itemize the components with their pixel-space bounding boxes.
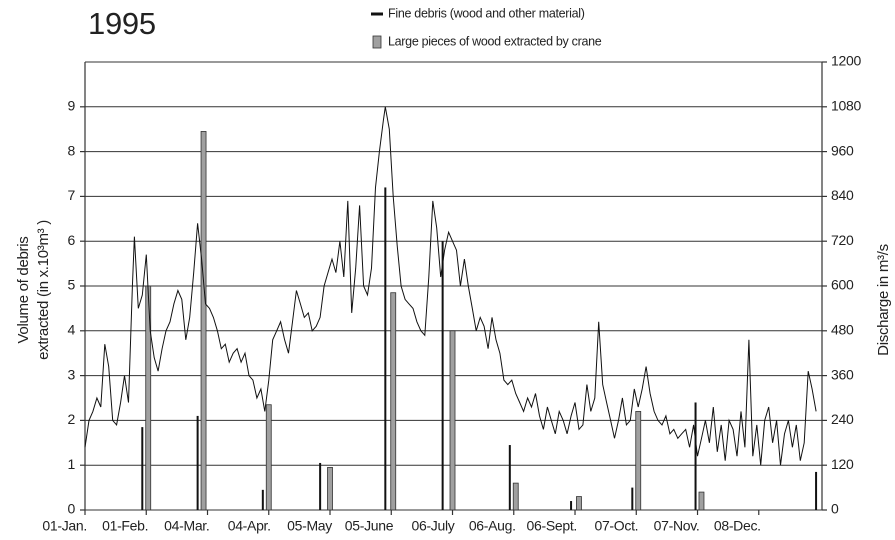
y2-tick-label: 960 (831, 142, 854, 158)
y-tick-label: 1 (68, 456, 76, 472)
bar (694, 402, 697, 510)
y-tick-label: 8 (68, 142, 76, 158)
x-tick-label: 06-Sept. (526, 518, 577, 534)
y-tick-label: 5 (68, 277, 76, 293)
y-tick-label: 7 (68, 187, 76, 203)
y2-tick-label: 120 (831, 456, 854, 472)
discharge-line (84, 106, 817, 466)
bar (570, 501, 573, 510)
legend-label: Large pieces of wood extracted by crane (388, 34, 602, 48)
bar (508, 445, 511, 510)
y-tick-label: 4 (68, 322, 76, 338)
x-tick-label: 05-May (287, 518, 332, 534)
bar (200, 131, 207, 511)
legend-label: Fine debris (wood and other material) (388, 6, 585, 20)
y2-tick-label: 1200 (831, 53, 861, 69)
x-tick-label: 06-Aug. (469, 518, 516, 534)
y-tick-label: 2 (68, 411, 76, 427)
x-tick-label: 01-Feb. (102, 518, 148, 534)
legend-swatch (371, 12, 383, 16)
y-axis-label: Volume of debris (15, 237, 32, 344)
bar (196, 415, 199, 510)
bar (384, 187, 387, 510)
x-tick-label: 04-Apr. (228, 518, 271, 534)
bar (631, 487, 634, 510)
x-tick-label: 05-June (345, 518, 394, 534)
chart-title: 1995 (88, 6, 156, 41)
y2-tick-label: 240 (831, 411, 854, 427)
y2-tick-label: 360 (831, 366, 854, 382)
y2-tick-label: 480 (831, 322, 854, 338)
bar (635, 411, 642, 511)
x-tick-label: 08-Dec. (714, 518, 761, 534)
bar (390, 292, 397, 511)
y-axis-label: extracted (in x.10³m³ ) (35, 220, 52, 360)
bar (327, 467, 333, 511)
y-tick-label: 3 (68, 366, 76, 382)
y2-tick-label: 720 (831, 232, 854, 248)
legend-swatch (372, 35, 382, 49)
y2-tick-label: 600 (831, 277, 854, 293)
bar (512, 482, 519, 511)
bar (698, 491, 705, 511)
bar (815, 471, 818, 510)
bar (449, 330, 456, 511)
y2-axis-label: Discharge in m³/s (875, 244, 892, 356)
bar (141, 427, 144, 510)
y-tick-label: 9 (68, 98, 76, 114)
bar (319, 462, 322, 510)
x-tick-label: 07-Oct. (594, 518, 638, 534)
x-tick-label: 06-July (411, 518, 454, 534)
x-tick-label: 01-Jan. (42, 518, 87, 534)
y-tick-label: 6 (68, 232, 76, 248)
y2-tick-label: 1080 (831, 98, 861, 114)
y2-tick-label: 840 (831, 187, 854, 203)
x-tick-label: 07-Nov. (654, 518, 700, 534)
y-tick-label: 0 (68, 501, 76, 517)
bar (576, 496, 582, 511)
bar (265, 404, 272, 511)
y2-tick-label: 0 (831, 501, 839, 517)
x-tick-label: 04-Mar. (164, 518, 209, 534)
bar (261, 489, 264, 510)
bar (441, 241, 444, 510)
